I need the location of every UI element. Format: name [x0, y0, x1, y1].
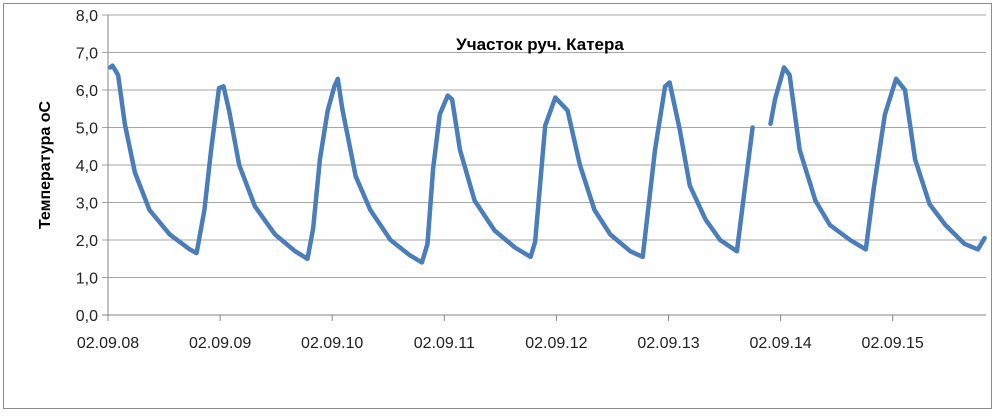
y-tick-label: 3,0	[76, 196, 98, 213]
y-tick-label: 0,0	[76, 308, 98, 325]
y-tick-label: 4,0	[76, 158, 98, 175]
y-axis-ticks: 0,0 1,0 2,0 3,0 4,0 5,0 6,0 7,0 8,0	[76, 8, 98, 325]
x-tick-label: 02.09.10	[301, 335, 363, 352]
x-tick-label: 02.09.15	[862, 335, 924, 352]
series-lines	[107, 63, 987, 265]
series-line-segment	[107, 63, 755, 265]
x-tick-label: 02.09.12	[525, 335, 587, 352]
y-tick-label: 8,0	[76, 8, 98, 25]
series-line-segment	[768, 65, 987, 252]
y-tick-label: 1,0	[76, 271, 98, 288]
x-tick-label: 02.09.09	[189, 335, 251, 352]
y-tick-label: 2,0	[76, 233, 98, 250]
x-tick-label: 02.09.14	[749, 335, 811, 352]
gridlines	[102, 14, 986, 316]
chart-frame	[3, 3, 992, 409]
y-tick-label: 6,0	[76, 83, 98, 100]
x-axis-ticks: 02.09.08 02.09.09 02.09.10 02.09.11 02.09.12…	[77, 315, 924, 352]
x-tick-label: 02.09.11	[414, 335, 475, 352]
x-tick-label: 02.09.08	[77, 335, 139, 352]
x-tick-label: 02.09.13	[637, 335, 699, 352]
y-tick-label: 7,0	[76, 46, 98, 63]
chart-title: Участок руч. Катера	[456, 35, 624, 54]
y-tick-label: 5,0	[76, 121, 98, 138]
y-axis-label: Температура оС	[37, 101, 54, 230]
